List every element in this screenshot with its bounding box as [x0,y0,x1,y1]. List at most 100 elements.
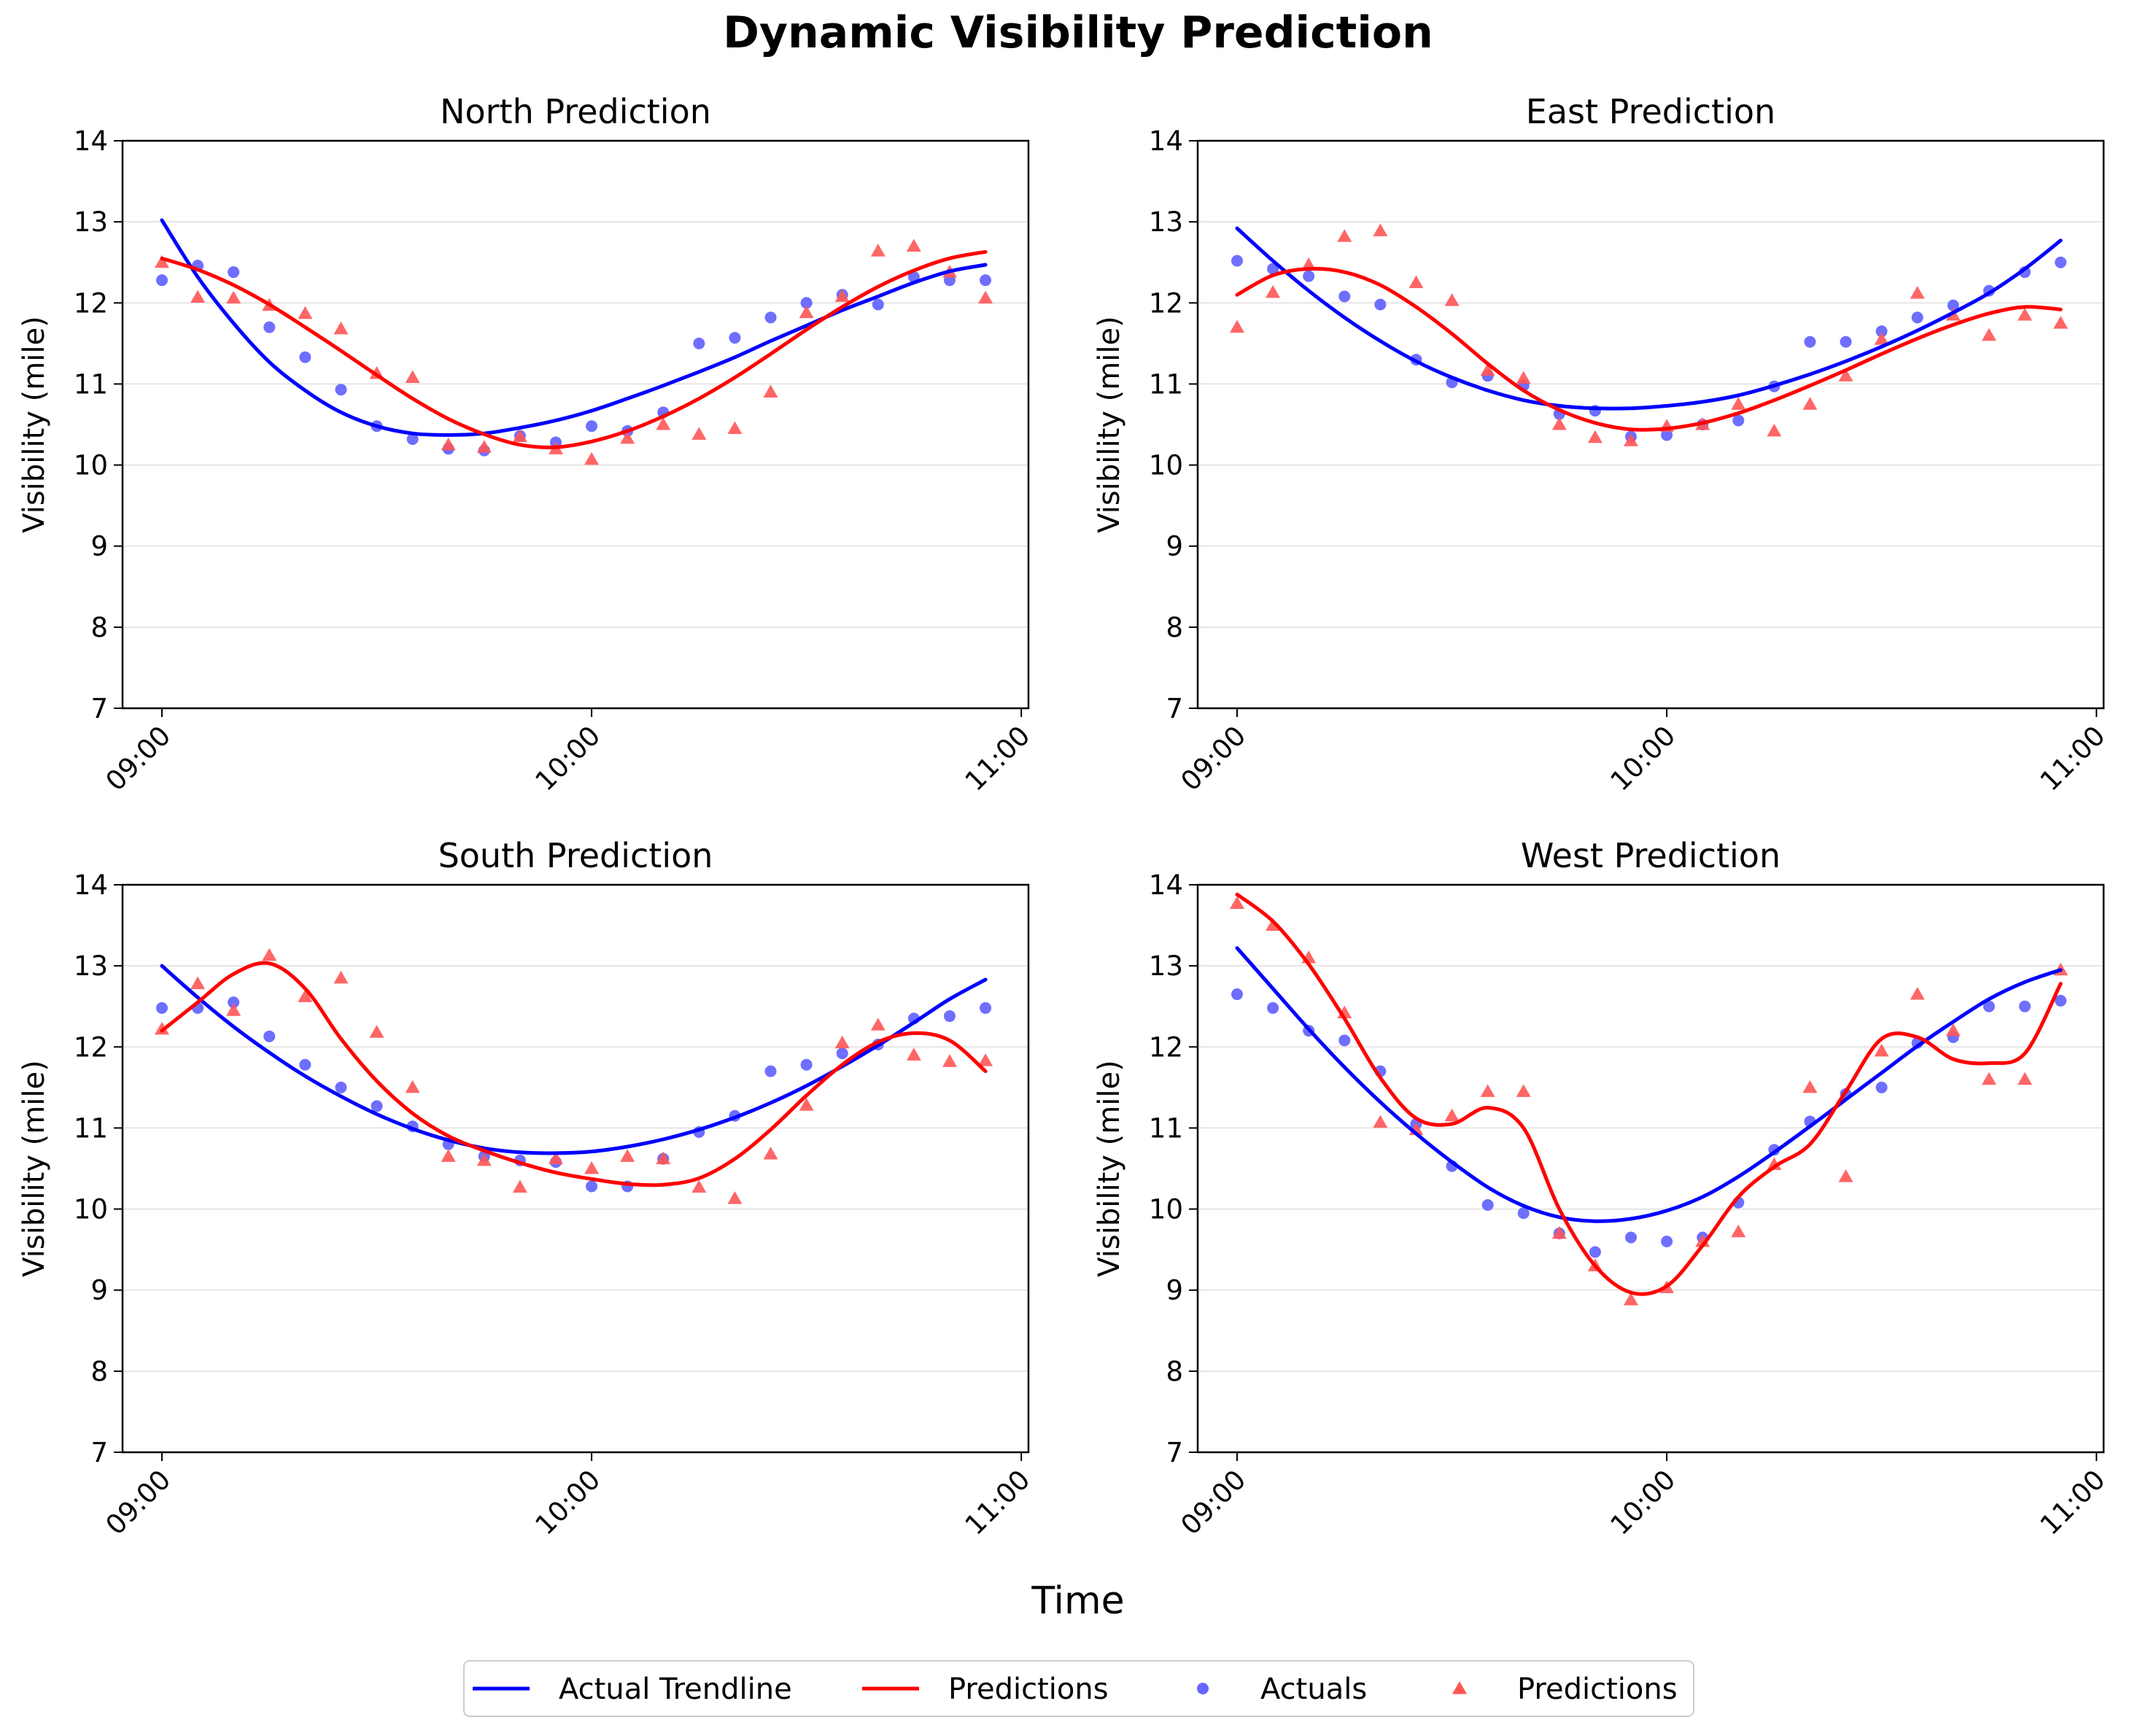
prediction-point [333,970,349,984]
subplot-east: 7 8 9 10 11 12 13 14 09:00 10:00 11:00 East Predict… [1093,92,2112,797]
y-tick-label: 10 [1149,1194,1183,1225]
y-tick-label: 9 [1166,1275,1183,1306]
prediction-point [1838,368,1853,381]
actual-point [263,321,276,333]
actual-point [1840,336,1852,348]
actual-point [1267,263,1279,275]
legend-label: Actuals [1260,1673,1367,1706]
prediction-point [155,255,169,268]
subplot-title: East Prediction [1526,92,1775,131]
prediction-point [620,1149,635,1162]
actual-point [764,1065,777,1077]
y-tick-label: 14 [74,125,108,157]
actual-point [1983,1000,1995,1012]
prediction-point [834,1035,850,1049]
actual-point [2055,994,2067,1007]
y-tick-label: 13 [74,950,108,982]
actual-point [800,1058,813,1071]
legend-triangle-swatch [1452,1681,1467,1694]
prediction-point [549,1151,563,1165]
prediction-point [405,1080,420,1093]
prediction-point [226,290,241,304]
actual-point [1732,414,1745,427]
prediction-point [620,430,635,444]
axes-frame [1196,883,2105,1454]
prediction-point [727,1191,743,1204]
y-tick-label: 11 [74,1112,108,1144]
prediction-point [1230,896,1244,910]
actual-point [872,298,884,311]
prediction-point [1874,332,1889,345]
actual-point [1661,1236,1673,1248]
y-tick-label: 10 [74,1194,108,1225]
y-tick-label: 8 [1166,1356,1183,1387]
y-tick-label: 9 [90,1275,108,1306]
actual-point [980,1001,992,1014]
plot-area [1230,223,2069,446]
actual-point [228,266,240,279]
y-tick-label: 7 [90,1437,108,1468]
x-tick-label: 09:00 [1175,1464,1252,1541]
x-tick-label: 11:00 [2034,1464,2112,1541]
y-tick-label: 10 [74,450,108,481]
prediction-point [2053,316,2069,329]
actual-point [764,311,777,324]
prediction-point [1838,1169,1853,1182]
prediction-point [1444,1108,1460,1122]
prediction-point [441,437,456,451]
x-tick-label: 10:00 [1605,720,1682,797]
subplot-title: West Prediction [1521,836,1780,875]
prediction-point [190,976,206,990]
actual-point [1338,1034,1351,1047]
actual-point [228,996,240,1009]
subplot-west: 7 8 9 10 11 12 13 14 09:00 10:00 11:00 West Predict… [1093,836,2112,1541]
x-tick-label: 09:00 [100,1464,177,1541]
x-tick-label: 10:00 [1605,1464,1682,1541]
actual-point [1661,429,1673,441]
y-tick-label: 11 [1149,1112,1183,1144]
prediction-point [1945,1023,1961,1036]
prediction-line [1235,892,2063,1296]
legend-item: Predictions [1452,1673,1678,1706]
prediction-point [1910,285,1925,299]
actual-point [335,1081,347,1093]
x-tick-label: 09:00 [100,720,177,797]
y-tick-label: 14 [74,869,108,901]
actual-point [1804,336,1816,348]
prediction-point [512,429,527,443]
actual-point [299,1058,311,1071]
prediction-point [155,1021,169,1035]
actual-point [1947,299,1959,311]
prediction-point [1981,1072,1996,1085]
actual-point [1911,311,1923,324]
prediction-point [656,417,671,430]
y-tick-label: 11 [74,368,108,400]
actual-point [156,1001,168,1014]
y-tick-label: 12 [1149,1031,1183,1063]
figure-title: Dynamic Visibility Prediction [723,7,1433,58]
actual-point [1338,290,1351,303]
prediction-point [834,289,850,302]
prediction-point [799,1098,814,1111]
actual-point [586,1180,598,1193]
legend-label: Predictions [1517,1673,1678,1706]
prediction-point [1910,987,1925,1000]
actual-point [335,384,347,396]
subplot-title: North Prediction [440,92,711,131]
prediction-point [1587,430,1603,443]
y-tick-label: 13 [1149,206,1183,238]
prediction-point [1551,417,1567,430]
y-tick-label: 8 [90,612,108,643]
prediction-point [1624,433,1638,446]
prediction-point [1480,1084,1495,1097]
actual-point [729,332,741,344]
prediction-point [978,1053,993,1066]
legend-item: Predictions [862,1673,1109,1706]
prediction-point [691,1179,707,1193]
actual-point [1231,988,1243,1001]
actual-point [1374,298,1387,311]
prediction-line [160,961,988,1187]
prediction-point [1551,1225,1567,1239]
prediction-point [1337,229,1352,242]
prediction-point [1981,328,1996,341]
